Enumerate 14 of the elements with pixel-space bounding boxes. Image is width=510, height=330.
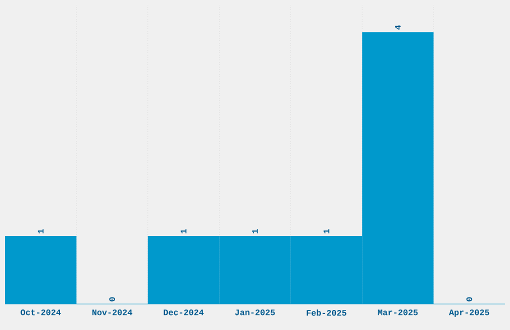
data-label: 1: [252, 229, 258, 234]
x-tick-label: Mar-2025: [378, 310, 418, 316]
data-label: 1: [38, 229, 44, 234]
x-tick-label: Apr-2025: [448, 310, 490, 317]
data-label: 0: [109, 297, 116, 302]
data-label: 4: [395, 25, 401, 30]
x-tick-label: Oct-2024: [20, 310, 61, 316]
x-tick-label: Nov-2024: [92, 310, 132, 316]
x-tick-label: Feb-2025: [306, 310, 346, 316]
x-tick-label: Dec-2024: [164, 310, 204, 316]
data-label: 1: [180, 229, 186, 234]
data-label: 0: [466, 297, 472, 302]
x-tick-label: Jan-2025: [235, 310, 275, 316]
data-label: 1: [324, 229, 330, 234]
